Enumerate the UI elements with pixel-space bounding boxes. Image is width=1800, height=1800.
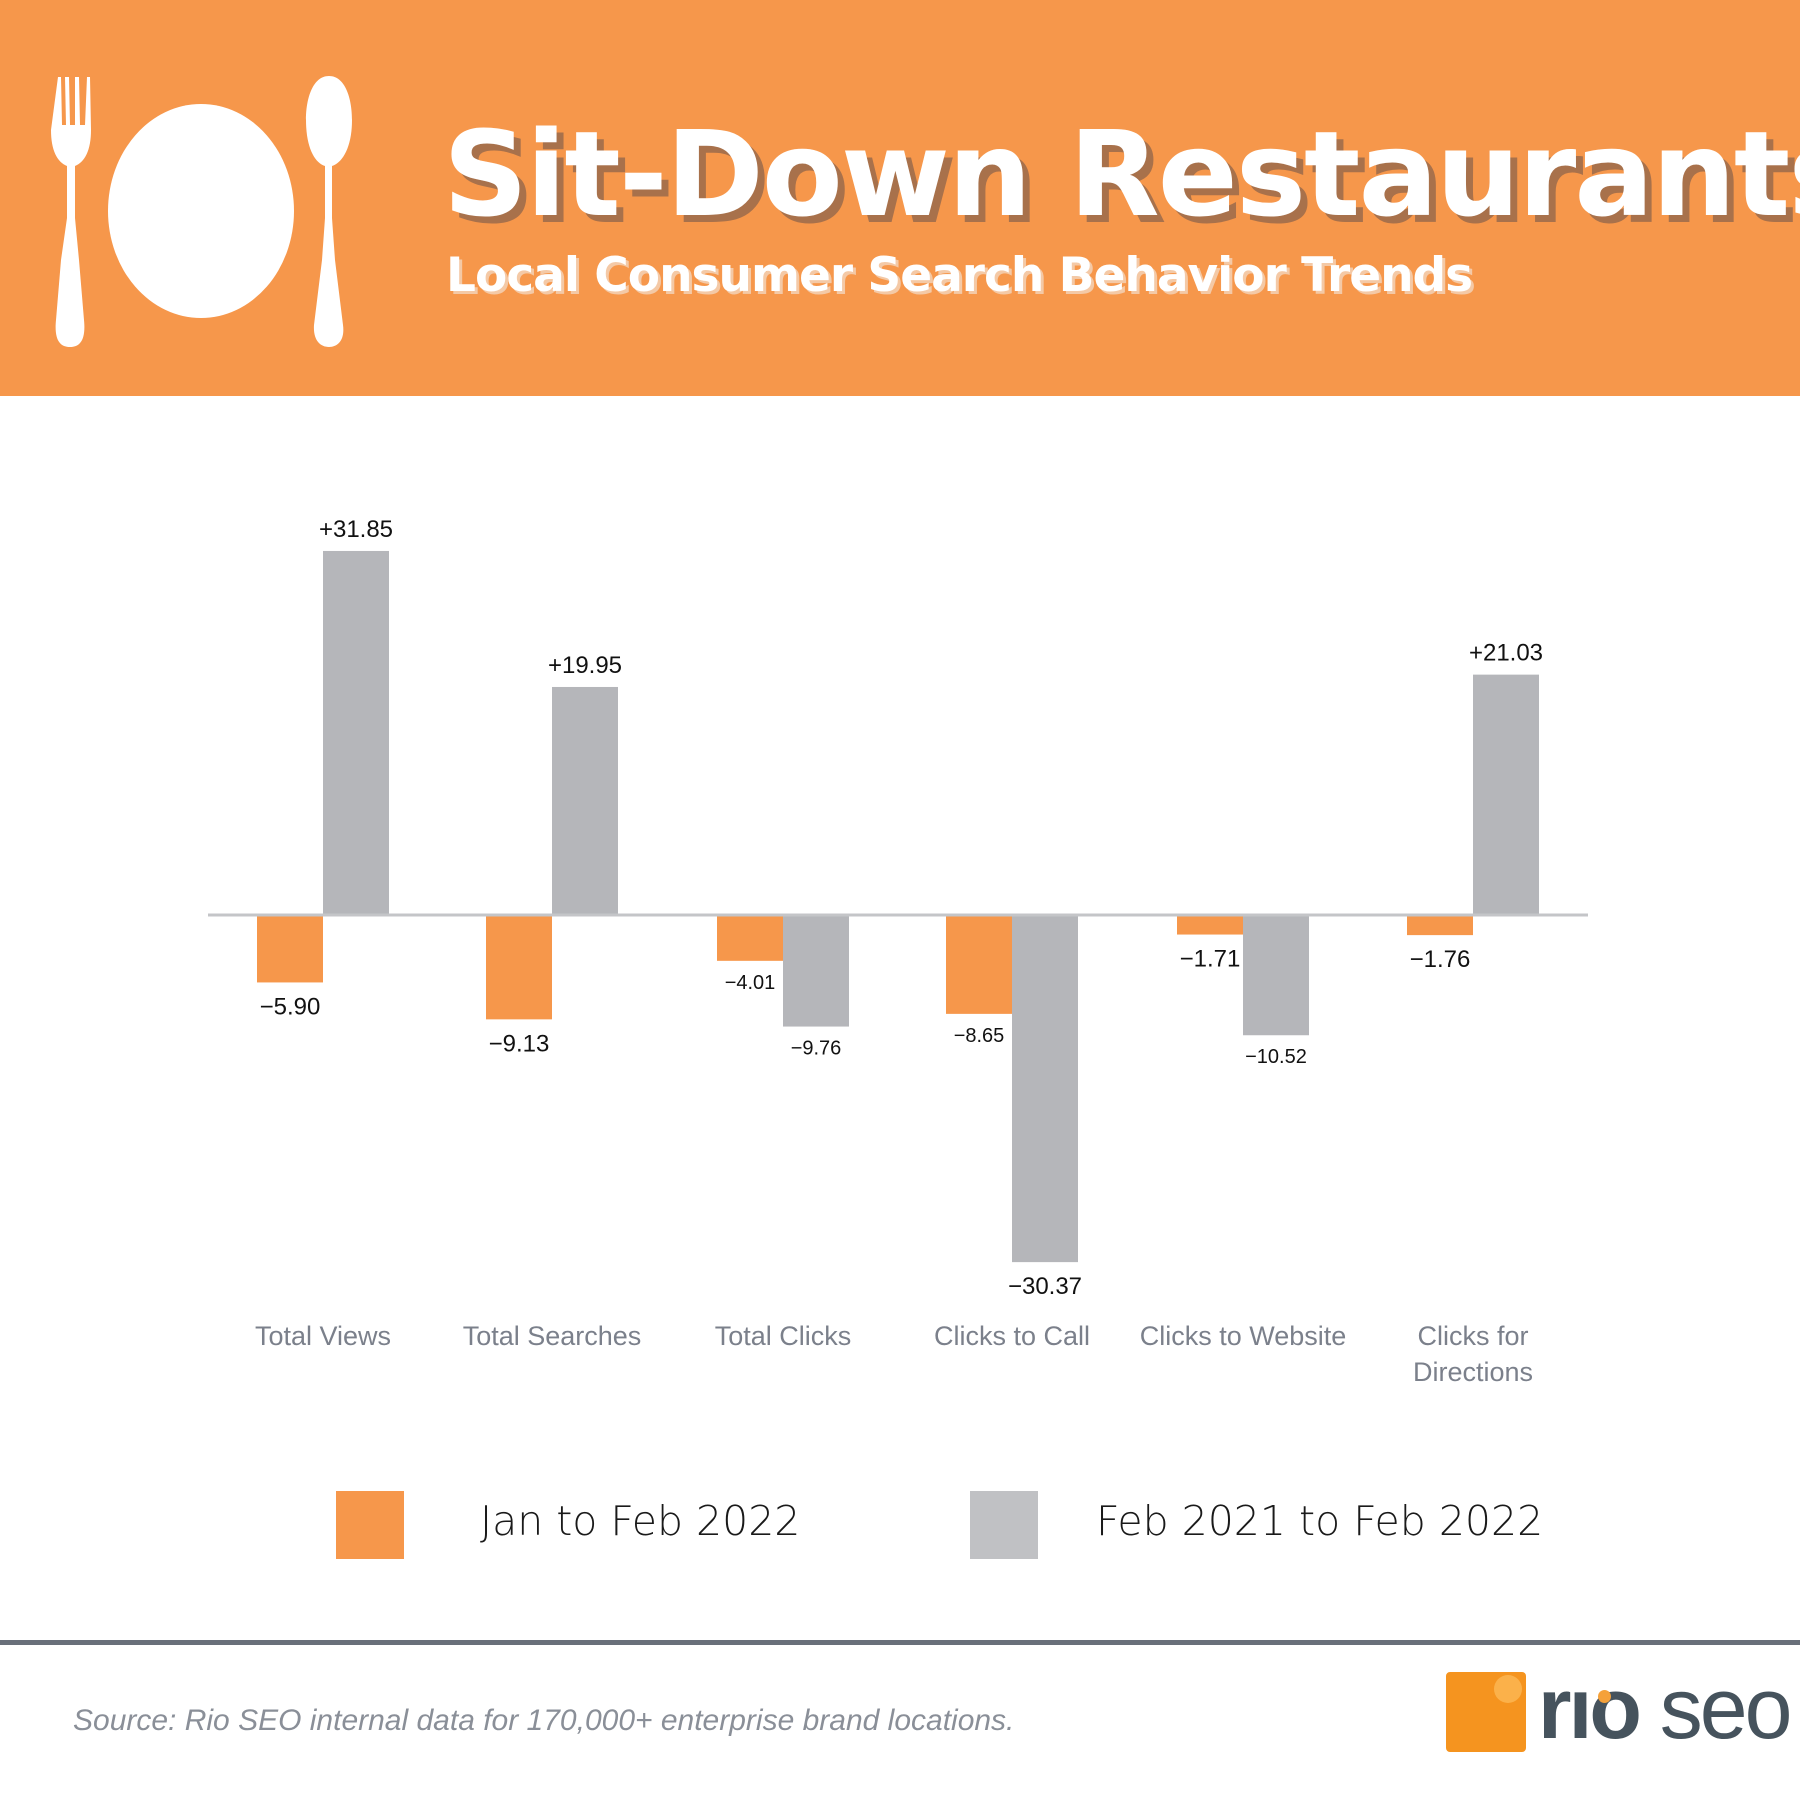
data-label: +21.03 (1469, 640, 1543, 667)
data-label: −9.13 (489, 1030, 550, 1057)
category-label: Clicks to Call (933, 1321, 1091, 1351)
legend-label-jan-feb-2022: Jan to Feb 2022 (480, 1497, 801, 1545)
bar-chart: −5.90 −9.13 −4.01 −8.65 −1.71 −1.76 +31.85 +19.… (208, 516, 1588, 1300)
bar-jan-feb-2022-4 (1177, 915, 1243, 935)
fork-icon (51, 77, 91, 347)
logo-wordmark: rıo seo (1538, 1661, 1792, 1757)
data-label: −10.52 (1245, 1046, 1307, 1068)
bar-feb2021-feb2022-2 (783, 915, 849, 1027)
footer-divider (0, 1640, 1800, 1645)
cutlery-illustration (51, 76, 352, 347)
data-label: −1.71 (1180, 946, 1241, 973)
bar-jan-feb-2022-3 (946, 915, 1012, 1014)
legend-swatch-feb2021-feb2022 (970, 1491, 1038, 1559)
plate-icon (108, 104, 294, 318)
legend-label-feb2021-feb2022: Feb 2021 to Feb 2022 (1096, 1497, 1544, 1545)
data-label: −30.37 (1008, 1273, 1082, 1300)
page-title: Sit-Down Restaurants (443, 105, 1800, 243)
bar-feb2021-feb2022-4 (1243, 915, 1309, 1036)
data-label: −8.65 (954, 1025, 1005, 1047)
bar-feb2021-feb2022-5 (1473, 674, 1539, 915)
page-subtitle: Local Consumer Search Behavior Trends (446, 248, 1473, 303)
category-label: Total Views (254, 1321, 392, 1351)
header-banner: Sit-Down Restaurants Local Consumer Sear… (0, 0, 1800, 396)
bar-feb2021-feb2022-3 (1012, 915, 1078, 1263)
legend-swatch-jan-feb-2022 (336, 1491, 404, 1559)
data-label: −1.76 (1410, 946, 1471, 973)
bar-feb2021-feb2022-1 (552, 686, 618, 915)
data-label: +19.95 (548, 652, 622, 679)
bar-jan-feb-2022-5 (1407, 915, 1473, 936)
bar-jan-feb-2022-2 (717, 915, 783, 961)
category-label: Total Clicks (714, 1321, 852, 1351)
logo-dot (1494, 1675, 1522, 1703)
category-label: Clicks for Directions (1412, 1321, 1534, 1387)
data-label: −5.90 (260, 993, 321, 1020)
category-label: Clicks to Website (1139, 1321, 1347, 1351)
category-label: Total Searches (462, 1321, 642, 1351)
bar-jan-feb-2022-1 (486, 915, 552, 1020)
bar-jan-feb-2022-0 (257, 915, 323, 983)
data-label: −9.76 (791, 1038, 842, 1060)
bar-feb2021-feb2022-0 (323, 550, 389, 915)
data-label: +31.85 (319, 516, 393, 543)
data-label: −4.01 (725, 972, 776, 994)
spoon-icon (306, 76, 352, 347)
logo-i-dot (1598, 1690, 1611, 1703)
source-note: Source: Rio SEO internal data for 170,00… (73, 1704, 1015, 1737)
